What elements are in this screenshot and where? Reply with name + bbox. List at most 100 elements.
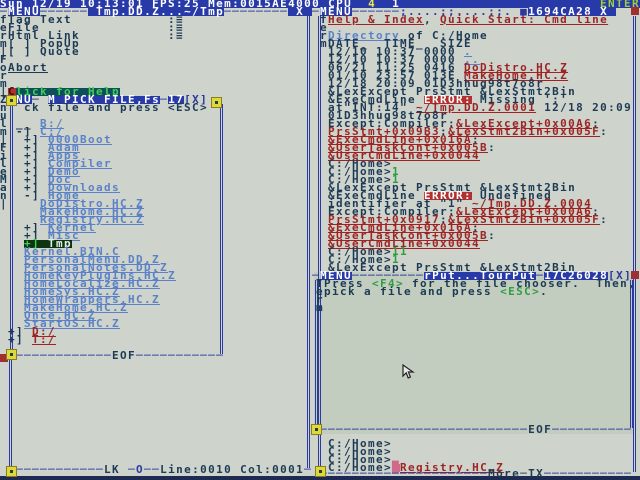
symbol-link[interactable]: &LexExcept+0x00A6 [456, 117, 593, 130]
file-link[interactable]: Registry.HC.Z [400, 461, 505, 474]
dir-link[interactable]: . [464, 45, 473, 58]
tree-link-selected[interactable]: Tmp [40, 237, 73, 250]
symbol-link[interactable]: &LexExcept+0x00A6 [456, 205, 593, 218]
tree-link[interactable]: 0000Boot [48, 133, 113, 146]
tree-toggle[interactable]: +] [8, 333, 33, 346]
tree-toggle[interactable]: +] [24, 149, 49, 162]
abort-link[interactable]: Abort [8, 61, 49, 74]
chooser-drag-handle-bottomleft[interactable] [311, 424, 322, 435]
block-icon: ■ [520, 5, 529, 18]
symbol-link[interactable]: &UserCmdLine+0x0044 [328, 149, 481, 162]
dir-file-link[interactable]: DoDistro.HC.Z [464, 61, 569, 74]
tree-toggle[interactable]: +] [24, 181, 49, 194]
close-button[interactable]: X [592, 5, 617, 18]
symbol-link[interactable]: &LexStmt2Bin+0x005F [448, 125, 601, 138]
help-button-glyph[interactable]: C [8, 85, 17, 98]
tree-file-link[interactable]: Once.HC.Z [24, 309, 97, 322]
tree-file-link[interactable]: PersonalMenu.DD.Z [24, 253, 161, 266]
tree-link[interactable]: Compiler [48, 157, 113, 170]
menu-button[interactable]: MENU [320, 269, 353, 282]
tree-toggle[interactable]: +] [24, 221, 49, 234]
picker-drag-handle-bottomleft[interactable] [6, 349, 17, 360]
tree-toggle[interactable]: +] [24, 141, 49, 154]
tree-link[interactable]: Misc [48, 229, 81, 242]
menu-item[interactable]: Tag Text [8, 13, 73, 26]
tree-link[interactable]: C:/ [40, 125, 65, 138]
symbol-link[interactable]: PrsStmt+0x09B3 [328, 125, 441, 138]
submenu-icon[interactable]: :≡ [168, 21, 185, 34]
link-directory[interactable]: Directory [328, 29, 401, 42]
dir-row: 12/10 10:37 0000 .. [328, 53, 481, 66]
dir-file-link[interactable]: MakeHome.HC.Z [464, 69, 569, 82]
symbol-link[interactable]: &UserCmdLine+0x0044 [328, 237, 481, 250]
close-button[interactable]: [X] [184, 93, 209, 106]
tree-file-link[interactable]: DoDistro.HC.Z [40, 197, 145, 210]
menu-button[interactable]: MENU [8, 5, 41, 18]
picker-drag-handle-topright[interactable] [211, 97, 222, 108]
tree-link[interactable]: Demo [48, 165, 81, 178]
checkbox-quote[interactable]: [ ] Quote [8, 45, 81, 58]
tree-file-link[interactable]: HomeKeyPlugIns.HC.Z [24, 269, 177, 282]
menu-item[interactable]: Html Link [8, 29, 81, 42]
menu-button[interactable]: MENU [320, 5, 353, 18]
tree-link[interactable]: D:/ [32, 325, 57, 338]
symbol-link[interactable]: &ExeCmdLine+0x016A [328, 133, 473, 146]
tree-toggle[interactable]: +] [24, 133, 49, 146]
shell-prompt: C:/Home> [328, 461, 393, 474]
tree-link[interactable]: B:/ [40, 117, 65, 130]
tree-link[interactable]: Downloads [48, 181, 121, 194]
file-link[interactable]: ~/Tmp.DD.Z.0001 [416, 101, 537, 114]
tree-link[interactable]: Doc [48, 173, 73, 186]
tree-file-link[interactable]: Kernel.BIN.C [24, 245, 121, 258]
status-clock-mem-cpu: Sun 12/19 10:13:01 FPS:25 Mem:0015AE4000… [0, 0, 400, 9]
link-quick-start[interactable]: Quick Start: Cmd line [440, 13, 609, 26]
symbol-link[interactable]: &ExeCmdLine+0x016A [328, 221, 473, 234]
tree-toggle[interactable]: +] [24, 237, 41, 250]
tree-file-link[interactable]: MakeHome.HC.Z [40, 205, 145, 218]
tree-file-link[interactable]: Registry.HC.Z [40, 213, 145, 226]
text: 12/10 10:37 0000 [328, 53, 465, 66]
menu-item[interactable]: File [8, 21, 41, 34]
tree-toggle[interactable]: +] [24, 173, 49, 186]
tree-toggle[interactable]: +] [24, 157, 49, 170]
tree-file-link[interactable]: StartOS.HC.Z [24, 317, 121, 330]
tree-file-link[interactable]: HomeLocalize.HC.Z [24, 277, 161, 290]
tree-file-link[interactable]: PersonalNotes.DD.Z [24, 261, 169, 274]
tree-link[interactable]: T:/ [32, 333, 57, 346]
file-link[interactable]: ~/Tmp.DD.Z.0004 [472, 197, 593, 210]
symbol-link[interactable]: &UserTaskCont+0x005B [328, 141, 489, 154]
tree-link[interactable]: Home [48, 189, 81, 202]
text: ──────── [224, 5, 289, 18]
tree-link[interactable]: Apps [48, 149, 81, 162]
terminal-drag-handle-bottomleft[interactable] [315, 466, 326, 477]
window-title: M_PICK_FILE,Fs [48, 93, 161, 106]
dir-link[interactable]: .. [464, 53, 481, 66]
tree-file-link[interactable]: HomeWrappers.HC.Z [24, 293, 161, 306]
submenu-icon[interactable]: :≡ [168, 13, 185, 26]
editor-right-border [307, 16, 313, 468]
tree-link[interactable]: Kernel [48, 221, 97, 234]
menu-button[interactable]: NU [16, 93, 33, 106]
except-line: Except:Compiler:&LexExcept+0x00A6: [328, 117, 600, 130]
help-button-label[interactable]: lick for Help [16, 85, 121, 98]
tree-toggle[interactable]: +] [24, 165, 49, 178]
tree-toggle[interactable]: +] [24, 229, 49, 242]
close-button[interactable]: X [288, 5, 313, 18]
editor-drag-handle-bottomleft[interactable] [6, 466, 17, 477]
symbol-link[interactable]: PrsStmt+0x0917 [328, 213, 441, 226]
symbol-link[interactable]: &LexStmt2Bin+0x005F [448, 213, 601, 226]
symbol-link[interactable]: &UserTaskCont+0x005B [328, 229, 489, 242]
tree-toggle[interactable]: +] [8, 325, 33, 338]
link-help-index[interactable]: Help & Index [328, 13, 425, 26]
tree-toggle[interactable]: -] [16, 125, 41, 138]
tree-file-link[interactable]: HomeSys.HC.Z [24, 285, 121, 298]
tree-toggle[interactable]: -] [24, 189, 49, 202]
close-button[interactable]: [X] [608, 269, 633, 282]
error-line: identifier at "1" ~/Tmp.DD.Z.0004 [328, 197, 593, 210]
error-line: &ExeCmdLine ERROR: Missing ';' [328, 94, 568, 105]
checkbox-popup[interactable]: [ ] PopUp [8, 37, 81, 50]
submenu-icon[interactable]: :≡ [168, 29, 185, 42]
tree-file-link[interactable]: MakeHome.HC.Z [24, 301, 129, 314]
picker-drag-handle-topleft[interactable] [6, 95, 17, 106]
tree-link[interactable]: Adam [48, 141, 81, 154]
